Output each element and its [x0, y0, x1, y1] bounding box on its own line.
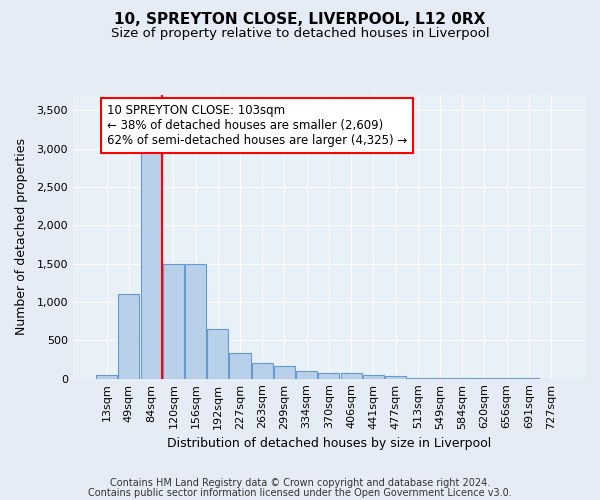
Bar [274, 366, 295, 378]
Text: Contains HM Land Registry data © Crown copyright and database right 2024.: Contains HM Land Registry data © Crown c… [110, 478, 490, 488]
Text: 10, SPREYTON CLOSE, LIVERPOOL, L12 0RX: 10, SPREYTON CLOSE, LIVERPOOL, L12 0RX [115, 12, 485, 28]
Text: 10 SPREYTON CLOSE: 103sqm
← 38% of detached houses are smaller (2,609)
62% of se: 10 SPREYTON CLOSE: 103sqm ← 38% of detac… [107, 104, 407, 147]
Bar [207, 329, 229, 378]
Bar [251, 364, 273, 378]
X-axis label: Distribution of detached houses by size in Liverpool: Distribution of detached houses by size … [167, 437, 491, 450]
Bar [229, 354, 251, 378]
Bar [385, 376, 406, 378]
Bar [163, 264, 184, 378]
Bar [140, 120, 161, 378]
Bar [118, 294, 139, 378]
Bar [319, 372, 340, 378]
Bar [296, 371, 317, 378]
Text: Size of property relative to detached houses in Liverpool: Size of property relative to detached ho… [110, 28, 490, 40]
Bar [185, 264, 206, 378]
Text: Contains public sector information licensed under the Open Government Licence v3: Contains public sector information licen… [88, 488, 512, 498]
Bar [341, 372, 362, 378]
Bar [96, 375, 117, 378]
Y-axis label: Number of detached properties: Number of detached properties [15, 138, 28, 336]
Bar [363, 375, 384, 378]
